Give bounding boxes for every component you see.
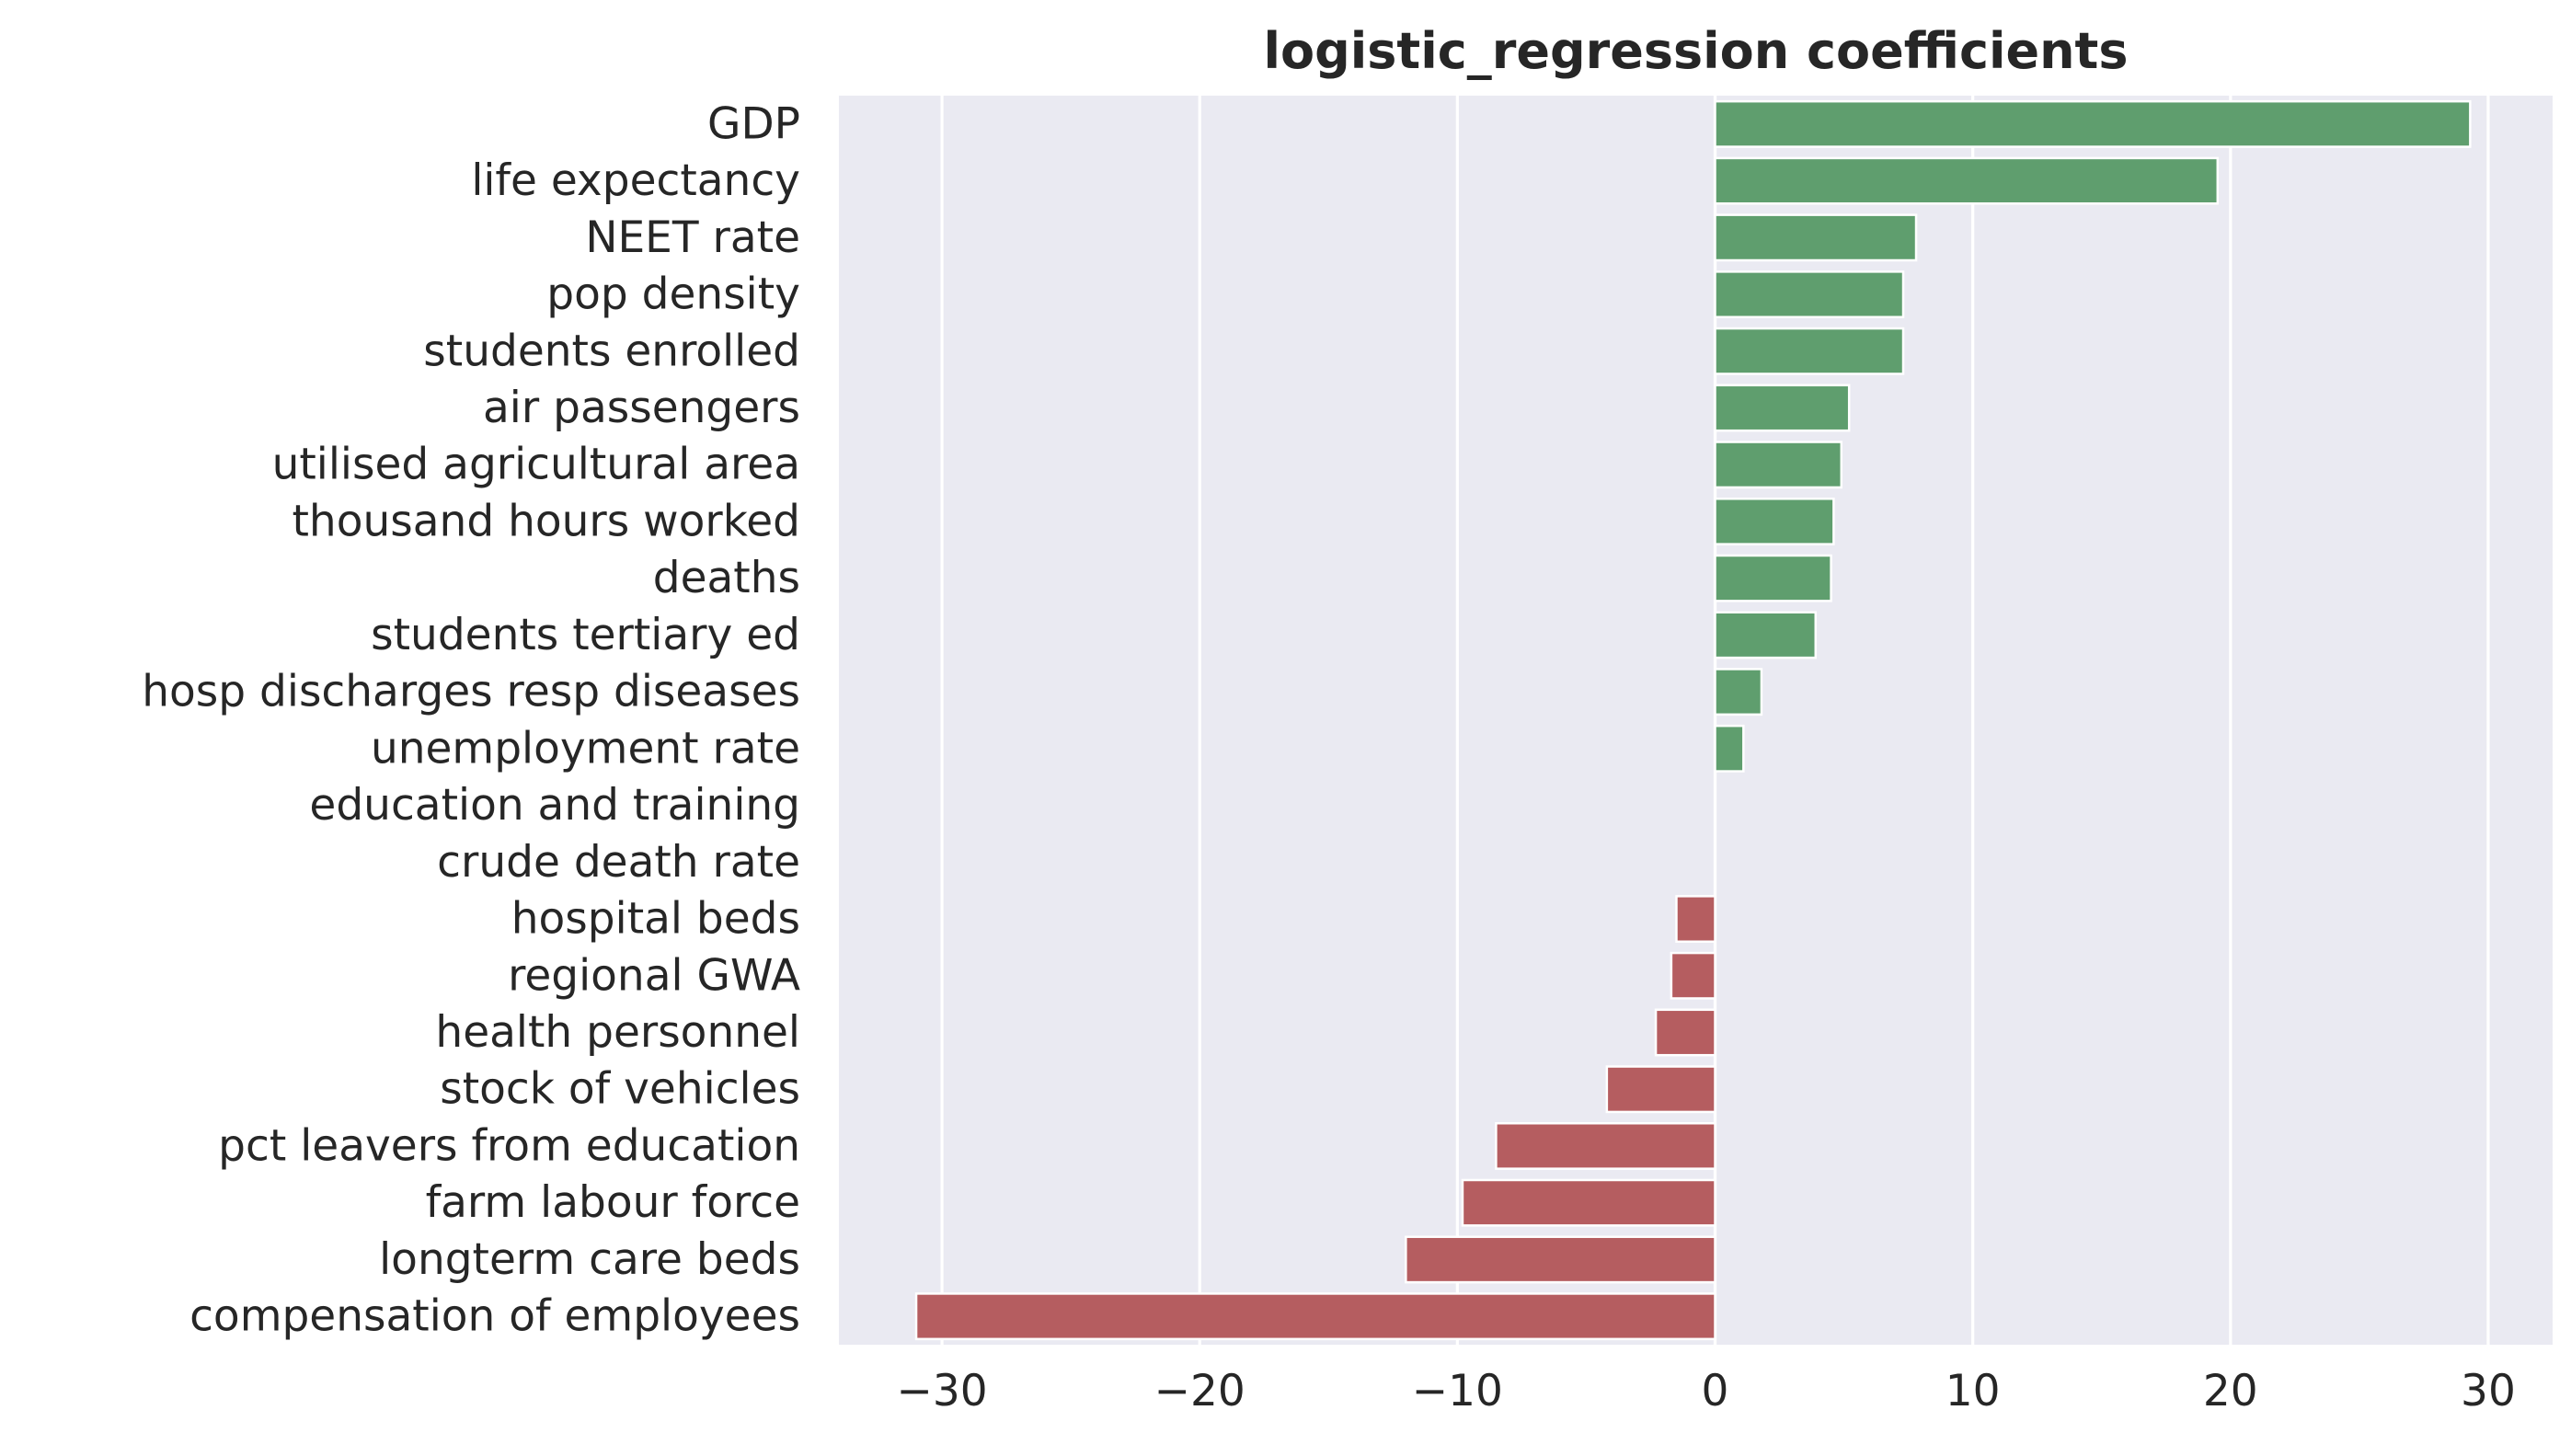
bar xyxy=(1405,1235,1716,1284)
bar xyxy=(1714,99,2472,148)
y-tick-label: compensation of employees xyxy=(189,1291,800,1342)
bar xyxy=(1714,611,1818,659)
y-tick-label: health personnel xyxy=(435,1007,800,1058)
bar xyxy=(1714,156,2220,205)
y-tick-label: regional GWA xyxy=(508,950,800,1001)
bar xyxy=(1495,1122,1716,1170)
chart-title: logistic_regression coefficients xyxy=(1263,22,2128,80)
bar xyxy=(1654,1008,1716,1057)
y-tick-label: farm labour force xyxy=(426,1177,800,1228)
bar xyxy=(1714,384,1851,432)
y-tick-label: stock of vehicles xyxy=(440,1064,800,1115)
bar xyxy=(1714,724,1745,773)
x-tick-label: 10 xyxy=(1945,1366,2001,1416)
bar xyxy=(1714,270,1905,318)
x-tick-labels: −30 −20 −10 0 10 20 30 xyxy=(896,1366,2515,1416)
bar xyxy=(1714,441,1843,489)
bar xyxy=(1714,668,1763,717)
y-tick-label: crude death rate xyxy=(437,837,800,888)
y-tick-label: pct leavers from education xyxy=(218,1120,800,1171)
y-tick-label: hosp discharges resp diseases xyxy=(142,667,800,717)
bar xyxy=(1714,498,1835,545)
y-tick-label: deaths xyxy=(653,553,800,603)
y-tick-label: students tertiary ed xyxy=(371,610,800,660)
y-tick-label: longterm care beds xyxy=(379,1234,800,1285)
bar xyxy=(1675,895,1716,943)
bar xyxy=(1714,554,1832,602)
y-tick-label: NEET rate xyxy=(585,212,800,263)
y-tick-label: students enrolled xyxy=(423,326,800,376)
bar xyxy=(1605,1065,1716,1114)
x-tick-label: −30 xyxy=(896,1366,987,1416)
bar xyxy=(1670,951,1716,1000)
y-tick-label: utilised agricultural area xyxy=(272,440,800,490)
y-tick-label: GDP xyxy=(707,98,800,149)
bar xyxy=(1461,1178,1716,1227)
x-tick-label: 0 xyxy=(1702,1366,1729,1416)
y-tick-label: air passengers xyxy=(483,383,800,433)
x-tick-label: 30 xyxy=(2461,1366,2516,1416)
x-tick-label: −10 xyxy=(1412,1366,1503,1416)
x-tick-label: −20 xyxy=(1154,1366,1245,1416)
y-tick-labels: GDP life expectancy NEET rate pop density st… xyxy=(142,98,800,1341)
y-tick-label: pop density xyxy=(546,269,800,320)
bar xyxy=(1714,213,1918,262)
x-tick-label: 20 xyxy=(2203,1366,2258,1416)
y-tick-label: life expectancy xyxy=(471,155,800,206)
y-tick-label: unemployment rate xyxy=(371,723,800,774)
y-tick-label: thousand hours worked xyxy=(292,496,800,546)
bar xyxy=(1714,327,1905,375)
y-tick-label: education and training xyxy=(309,780,800,831)
bar xyxy=(914,1292,1716,1341)
y-tick-label: hospital beds xyxy=(511,894,800,945)
bars xyxy=(914,99,2472,1341)
